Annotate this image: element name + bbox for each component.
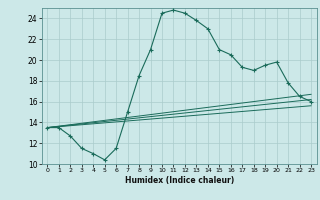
X-axis label: Humidex (Indice chaleur): Humidex (Indice chaleur) <box>124 176 234 185</box>
